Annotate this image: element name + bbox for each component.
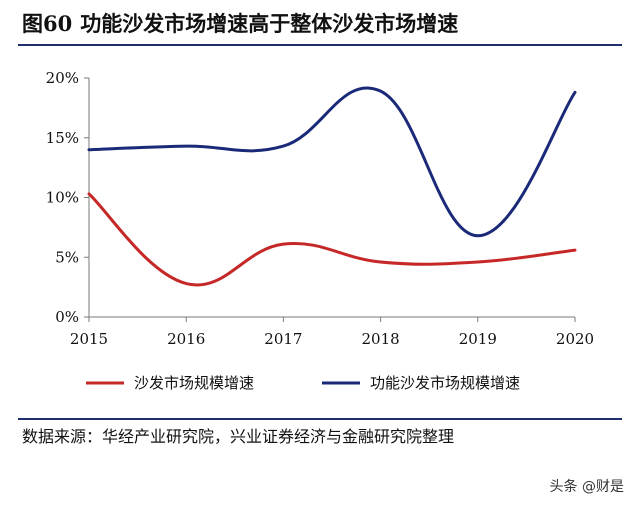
y-axis-ticks: 0% 5% 10% 15% 20%: [46, 69, 89, 326]
series-line-1: [87, 192, 577, 287]
watermark: 头条 @财是: [549, 479, 624, 495]
y-tick-label: 5%: [55, 248, 79, 266]
x-tick-label: 2017: [264, 330, 302, 348]
x-axis-ticks: 2015 2016 2017 2018 2019 2020: [70, 317, 594, 348]
chart-axes: [88, 78, 575, 318]
figure-title-text: 功能沙发市场增速高于整体沙发市场增速: [80, 12, 459, 36]
figure-title: 图60 功能沙发市场增速高于整体沙发市场增速: [22, 8, 458, 38]
y-tick-label: 10%: [46, 189, 79, 207]
figure-label: 图60: [22, 11, 73, 36]
y-tick-label: 0%: [55, 308, 79, 326]
source-note: 数据来源：华经产业研究院，兴业证券经济与金融研究院整理: [22, 427, 455, 446]
title-divider: [18, 44, 622, 46]
y-tick-label: 15%: [46, 129, 79, 147]
x-tick-label: 2020: [556, 330, 594, 348]
y-tick-label: 20%: [46, 69, 79, 87]
legend-label-2: 功能沙发市场规模增速: [370, 374, 520, 392]
x-tick-label: 2019: [459, 330, 497, 348]
x-tick-label: 2018: [362, 330, 400, 348]
line-chart: 0% 5% 10% 15% 20% 2015 2016 2017 2018 2019 2020 沙…: [46, 69, 594, 392]
x-tick-label: 2016: [167, 330, 205, 348]
source-divider: [18, 418, 622, 420]
series-line-2: [87, 86, 577, 238]
chart-legend: 沙发市场规模增速 功能沙发市场规模增速: [86, 374, 520, 392]
x-tick-label: 2015: [70, 330, 108, 348]
series-lines: [87, 86, 577, 287]
legend-label-1: 沙发市场规模增速: [134, 374, 254, 392]
